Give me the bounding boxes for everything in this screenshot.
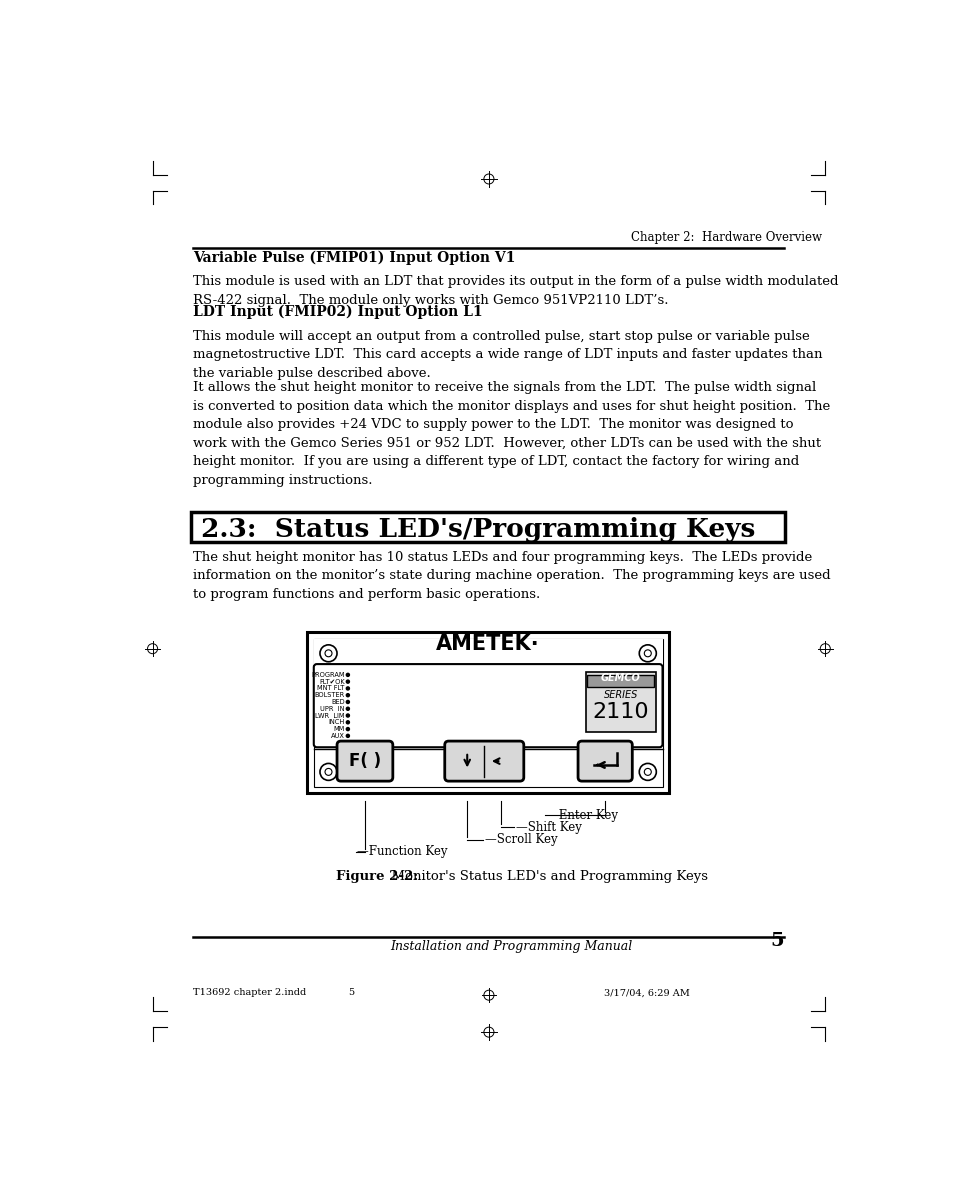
Circle shape: [346, 674, 349, 676]
Bar: [192, 513, 784, 541]
Text: This module is used with an LDT that provides its output in the form of a pulse : This module is used with an LDT that pro…: [193, 275, 838, 307]
FancyBboxPatch shape: [336, 741, 393, 781]
Text: —Status LEDs: —Status LEDs: [399, 635, 484, 649]
Text: MM: MM: [334, 726, 344, 732]
Circle shape: [346, 734, 349, 738]
Text: INCH: INCH: [328, 719, 344, 725]
Circle shape: [346, 701, 349, 703]
Bar: [585, 672, 655, 732]
Text: AUX: AUX: [331, 733, 344, 739]
Circle shape: [346, 681, 349, 683]
Text: UPR  IN: UPR IN: [320, 706, 344, 712]
Text: The shut height monitor has 10 status LEDs and four programming keys.  The LEDs : The shut height monitor has 10 status LE…: [193, 551, 830, 601]
Text: 2110: 2110: [592, 702, 648, 722]
Text: 2.3:  Status LED's/Programming Keys: 2.3: Status LED's/Programming Keys: [200, 516, 754, 541]
Text: 5: 5: [769, 932, 783, 950]
Text: GEMCO: GEMCO: [600, 674, 639, 683]
Text: F( ): F( ): [349, 752, 380, 770]
Text: SERIES: SERIES: [603, 690, 638, 700]
Text: PROGRAM: PROGRAM: [311, 672, 344, 678]
Text: 3/17/04, 6:29 AM: 3/17/04, 6:29 AM: [603, 988, 689, 997]
Text: This module will accept an output from a controlled pulse, start stop pulse or v: This module will accept an output from a…: [193, 330, 821, 380]
Circle shape: [346, 694, 349, 696]
Bar: [314, 639, 661, 664]
Circle shape: [346, 687, 349, 690]
Text: AMETEK·: AMETEK·: [436, 634, 539, 654]
Text: BOLSTER: BOLSTER: [314, 693, 344, 699]
Text: BED: BED: [331, 699, 344, 704]
Text: MNT FLT: MNT FLT: [317, 685, 344, 691]
Bar: [307, 632, 669, 794]
Text: FLT✔OK: FLT✔OK: [319, 678, 344, 684]
Bar: [314, 639, 661, 787]
Circle shape: [346, 707, 349, 710]
Circle shape: [346, 721, 349, 724]
Text: T13692 chapter 2.indd: T13692 chapter 2.indd: [193, 988, 306, 997]
Circle shape: [346, 714, 349, 718]
Text: LWR  LIM: LWR LIM: [314, 713, 344, 719]
Text: —Function Key: —Function Key: [356, 845, 447, 858]
Text: Installation and Programming Manual: Installation and Programming Manual: [390, 940, 632, 953]
Text: Variable Pulse (FMIP01) Input Option V1: Variable Pulse (FMIP01) Input Option V1: [193, 251, 515, 265]
Text: Chapter 2:  Hardware Overview: Chapter 2: Hardware Overview: [630, 231, 821, 244]
Text: LDT Input (FMIP02) Input Option L1: LDT Input (FMIP02) Input Option L1: [193, 305, 482, 319]
Text: —Shift Key: —Shift Key: [516, 821, 581, 834]
Circle shape: [346, 727, 349, 731]
Text: Figure 2-2:: Figure 2-2:: [335, 870, 418, 883]
Text: —Scroll Key: —Scroll Key: [484, 833, 558, 846]
FancyBboxPatch shape: [578, 741, 632, 781]
Text: Monitor's Status LED's and Programming Keys: Monitor's Status LED's and Programming K…: [382, 870, 707, 883]
Text: —Enter Key: —Enter Key: [546, 808, 618, 821]
FancyBboxPatch shape: [314, 664, 661, 747]
FancyBboxPatch shape: [444, 741, 523, 781]
Text: 5: 5: [348, 988, 354, 997]
Bar: [587, 675, 654, 687]
Text: It allows the shut height monitor to receive the signals from the LDT.  The puls: It allows the shut height monitor to rec…: [193, 382, 829, 487]
